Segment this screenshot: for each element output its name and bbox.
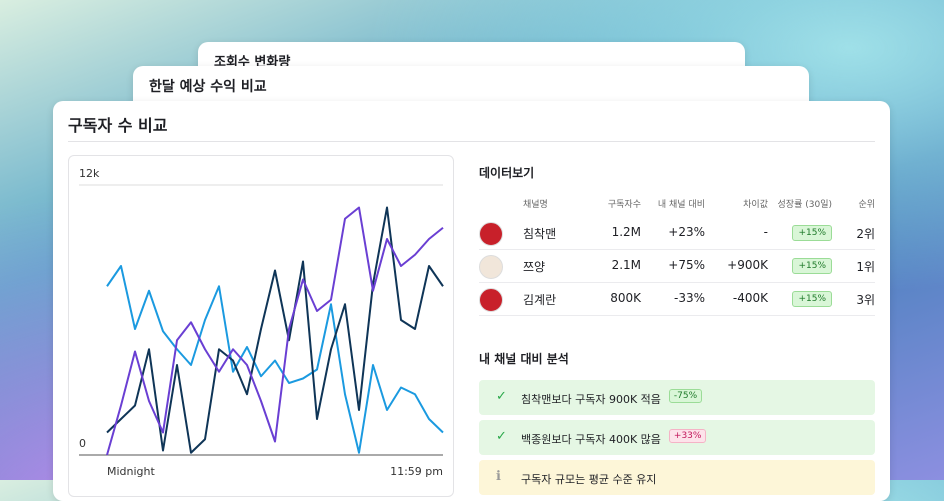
analysis-alert[interactable]: ✓ 침착맨보다 구독자 900K 적음 -75% (479, 380, 875, 415)
y-tick-label: 12k (79, 167, 100, 180)
column-header: 내 채널 대비 (657, 200, 705, 210)
check-icon: ✓ (496, 429, 507, 444)
column-header: 차이값 (743, 200, 768, 210)
analysis-title: 내 채널 대비 분석 (479, 352, 569, 366)
table-cell: 1위 (856, 260, 875, 274)
table-cell: 800K (610, 291, 641, 305)
divider (68, 141, 875, 142)
avatar (479, 288, 503, 312)
alert-text: 구독자 규모는 평균 수준 유지 (521, 473, 657, 486)
check-icon: ✓ (496, 389, 507, 404)
table-cell: +23% (668, 225, 705, 239)
card-title: 한달 예상 수익 비교 (149, 79, 267, 95)
table-cell: 김계란 (523, 293, 557, 307)
table-cell: - (763, 225, 768, 239)
chart: 0 12k Midnight 11:59 pm (79, 167, 444, 478)
table-cell: +900K (727, 258, 768, 272)
table-cell: 3위 (856, 293, 875, 307)
alert-badge: +33% (668, 429, 707, 443)
table-cell: -33% (673, 291, 705, 305)
column-header: 성장률 (30일) (777, 200, 832, 210)
growth-badge: +15% (792, 225, 832, 241)
alert-text: 백종원보다 구독자 400K 많음 (521, 433, 661, 446)
series-line (106, 206, 444, 456)
growth-badge: +15% (792, 291, 832, 307)
x-tick-label: 11:59 pm (390, 465, 443, 478)
analysis-alert[interactable]: ℹ 구독자 규모는 평균 수준 유지 (479, 460, 875, 495)
column-header: 채널명 (523, 200, 548, 210)
avatar (479, 222, 503, 246)
analysis-alert[interactable]: ✓ 백종원보다 구독자 400K 많음 +33% (479, 420, 875, 455)
series-line (106, 206, 444, 454)
table-title: 데이터보기 (479, 166, 535, 180)
growth-badge: +15% (792, 258, 832, 274)
row-divider (479, 315, 875, 316)
table-cell: 2.1M (611, 258, 641, 272)
row-divider (479, 249, 875, 250)
table-cell: 1.2M (611, 225, 641, 239)
row-divider (479, 282, 875, 283)
avatar (479, 255, 503, 279)
y-tick-label: 0 (79, 437, 86, 450)
column-header: 순위 (858, 200, 875, 210)
table-cell: +75% (668, 258, 705, 272)
table-cell: -400K (732, 291, 768, 305)
column-header: 구독자수 (607, 200, 641, 210)
alert-badge: -75% (668, 389, 703, 403)
table-cell: 침착맨 (523, 227, 557, 241)
info-icon: ℹ (496, 469, 501, 484)
x-tick-label: Midnight (107, 465, 156, 478)
series-line (106, 265, 444, 454)
table-cell: 2위 (856, 227, 875, 241)
panel-title: 구독자 수 비교 (68, 116, 168, 135)
alert-text: 침착맨보다 구독자 900K 적음 (521, 393, 661, 406)
table-cell: 쯔양 (523, 260, 546, 274)
